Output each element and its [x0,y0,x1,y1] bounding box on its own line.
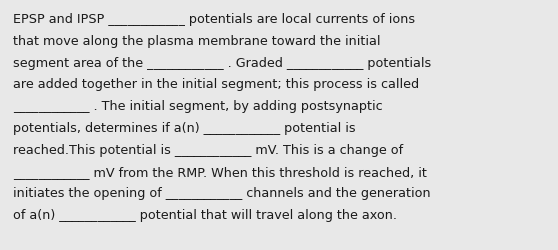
Text: are added together in the initial segment; this process is called: are added together in the initial segmen… [13,78,419,91]
Text: initiates the opening of ____________ channels and the generation: initiates the opening of ____________ ch… [13,187,431,200]
Text: ____________ mV from the RMP. When this threshold is reached, it: ____________ mV from the RMP. When this … [13,165,427,178]
Text: potentials, determines if a(n) ____________ potential is: potentials, determines if a(n) _________… [13,122,355,134]
Text: of a(n) ____________ potential that will travel along the axon.: of a(n) ____________ potential that will… [13,208,397,221]
Text: EPSP and IPSP ____________ potentials are local currents of ions: EPSP and IPSP ____________ potentials ar… [13,13,415,26]
Text: ____________ . The initial segment, by adding postsynaptic: ____________ . The initial segment, by a… [13,100,383,113]
Text: segment area of the ____________ . Graded ____________ potentials: segment area of the ____________ . Grade… [13,56,431,69]
Text: reached.This potential is ____________ mV. This is a change of: reached.This potential is ____________ m… [13,143,403,156]
Text: that move along the plasma membrane toward the initial: that move along the plasma membrane towa… [13,35,381,48]
